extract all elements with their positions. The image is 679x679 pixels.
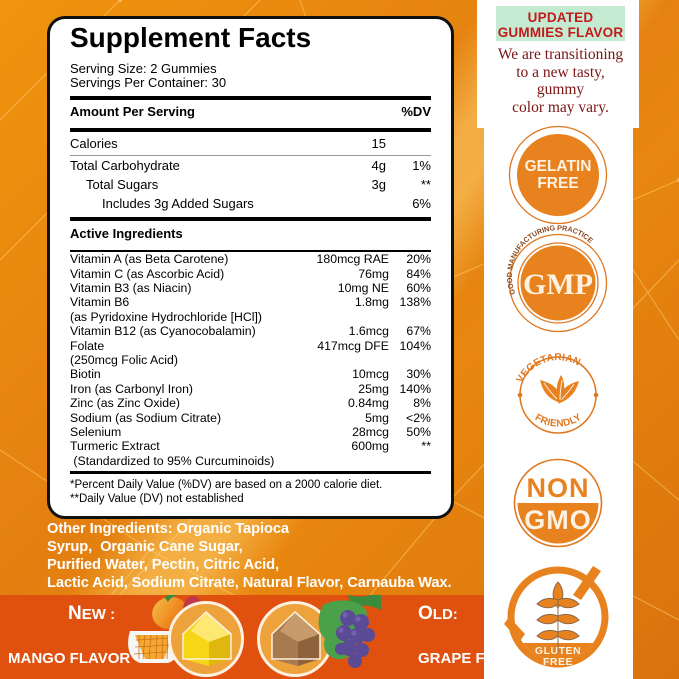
svg-text:NON: NON — [527, 473, 590, 503]
svg-text:FRIENDLY: FRIENDLY — [533, 412, 584, 430]
svg-text:VEGETARIAN: VEGETARIAN — [515, 352, 583, 385]
svg-text:GELATIN: GELATIN — [525, 158, 592, 175]
svg-text:FREE: FREE — [543, 656, 573, 668]
svg-text:GMP: GMP — [523, 268, 593, 301]
svg-text:FREE: FREE — [537, 175, 578, 192]
svg-text:GMO: GMO — [524, 505, 592, 535]
